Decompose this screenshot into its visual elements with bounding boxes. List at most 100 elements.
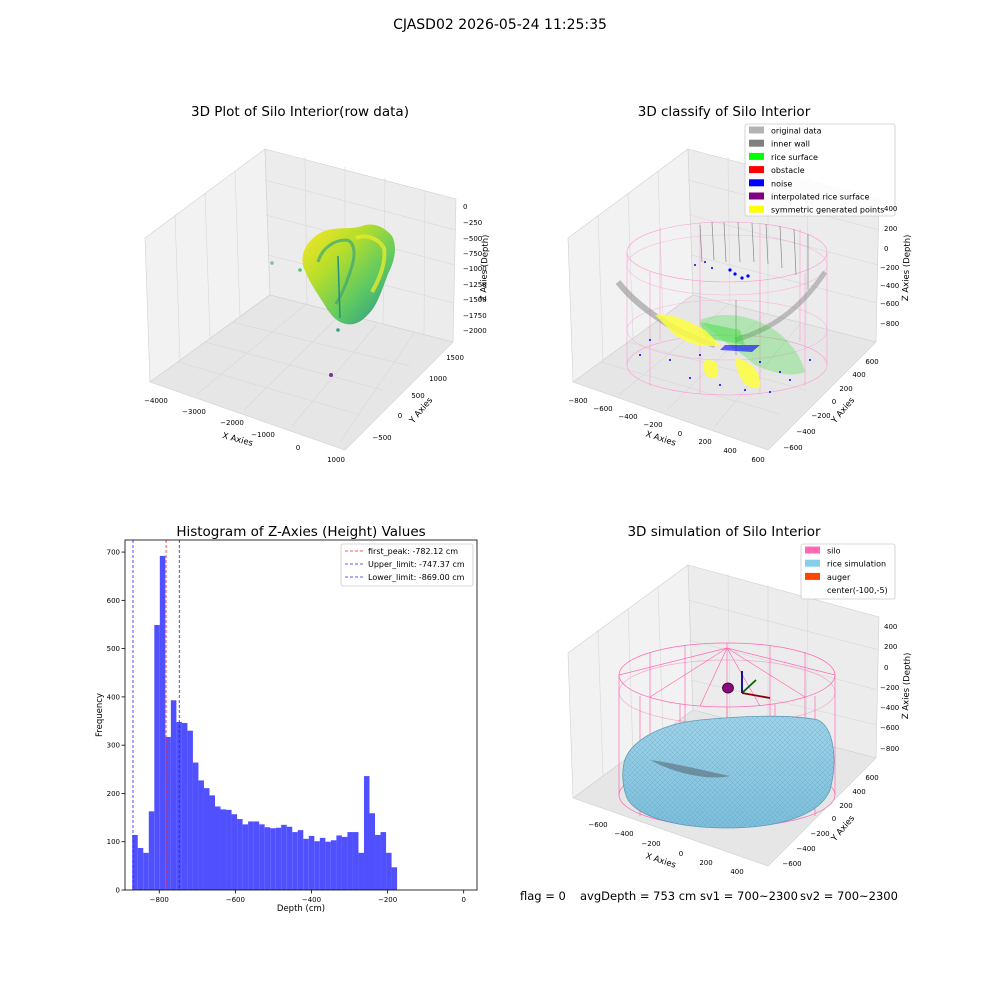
- histogram-bar: [209, 795, 215, 890]
- classify-y-tick: −600: [783, 444, 802, 452]
- histogram-y-label: Frequency: [95, 693, 105, 737]
- raw-z-tick: 0: [463, 203, 467, 211]
- classify-z-tick: −400: [880, 282, 899, 290]
- histogram-bar: [325, 841, 331, 890]
- histogram-bar: [347, 832, 353, 890]
- simulation-y-tick: −200: [810, 830, 829, 838]
- raw-y-tick: 1500: [446, 354, 464, 362]
- legend-swatch: [749, 179, 764, 187]
- raw-point-cloud: [302, 224, 395, 325]
- histogram-y-tick-label: 0: [116, 887, 120, 895]
- raw-y-tick: 0: [398, 412, 402, 420]
- classify-x-tick: −600: [593, 405, 612, 413]
- legend-label: obstacle: [771, 166, 805, 175]
- histogram-bar: [380, 832, 387, 890]
- raw-y-tick: 500: [411, 392, 424, 400]
- raw-x-tick: 1000: [327, 456, 345, 464]
- raw-outlier-point: [298, 268, 302, 272]
- panel-classify-3d: 3D classify of Silo Interior: [567, 104, 913, 464]
- simulation-z-label: Z Axies (Depth): [901, 652, 913, 719]
- panel-raw-3d: 3D Plot of Silo Interior(row data) −4000…: [144, 104, 491, 464]
- simulation-y-tick: 0: [832, 815, 836, 823]
- classify-z-label: Z Axies (Depth): [901, 234, 913, 301]
- raw-x-tick: −3000: [182, 408, 206, 416]
- raw-z-tick: −1000: [463, 265, 487, 273]
- footer-avg-depth: avgDepth = 753 cm: [580, 889, 697, 903]
- raw-outlier-point: [336, 328, 340, 332]
- histogram-bar: [386, 852, 392, 890]
- classify-y-tick: 600: [865, 358, 878, 366]
- classify-x-tick: −800: [568, 397, 587, 405]
- classify-x-tick: 0: [678, 430, 682, 438]
- histogram-bar: [303, 838, 309, 890]
- histogram-bar: [187, 730, 193, 890]
- classify-y-tick: 200: [839, 385, 852, 393]
- histogram-bar: [292, 832, 298, 890]
- histogram-y-tick-label: 700: [107, 549, 120, 557]
- simulation-z-tick: −200: [880, 684, 899, 692]
- classify-x-tick: −400: [618, 413, 637, 421]
- histogram-bar: [148, 811, 155, 890]
- histogram-bar: [363, 776, 370, 890]
- simulation-rice-mesh: [622, 716, 834, 828]
- legend-swatch: [749, 166, 764, 174]
- simulation-y-tick: −400: [796, 845, 815, 853]
- histogram-bar: [137, 848, 144, 890]
- histogram-y-tick-label: 100: [107, 838, 120, 846]
- histogram-legend-label: Lower_limit: -869.00 cm: [368, 573, 465, 582]
- raw-x-label: X Axies: [221, 431, 254, 449]
- simulation-auger: [722, 682, 734, 694]
- footer-flag: flag = 0: [520, 889, 566, 903]
- histogram-y-ticks: 0 100 200 300 400 500 600 700: [107, 549, 125, 895]
- classify-x-tick: 600: [751, 456, 764, 464]
- simulation-x-tick: −400: [614, 830, 633, 838]
- histogram-bars: [132, 555, 398, 890]
- histogram-bar: [369, 813, 376, 890]
- histogram-bar: [181, 722, 188, 890]
- legend-swatch: [749, 139, 764, 147]
- histogram-bar: [297, 830, 304, 890]
- classify-x-label: X Axies: [644, 429, 677, 448]
- histogram-bar: [308, 835, 315, 890]
- simulation-x-tick: −200: [641, 840, 660, 848]
- classify-gridlines: [572, 156, 880, 427]
- histogram-y-tick-label: 400: [107, 693, 120, 701]
- histogram-bar: [231, 814, 238, 890]
- legend-label: rice surface: [771, 153, 818, 162]
- histogram-legend-label: Upper_limit: -747.37 cm: [368, 560, 465, 569]
- histogram-bar: [391, 867, 398, 890]
- legend-label: symmetric generated points: [771, 206, 884, 215]
- raw-x-tick: 0: [296, 444, 300, 452]
- raw-z-tick: −500: [463, 235, 482, 243]
- legend-swatch: [805, 559, 820, 567]
- simulation-center-axis-x: [741, 692, 771, 699]
- classify-symmetric-points: [655, 314, 761, 389]
- classify-rice-surface: [700, 314, 805, 375]
- legend-label: center(-100,-5): [827, 586, 888, 595]
- classify-z-tick: 0: [884, 245, 888, 253]
- raw-x-tick: −2000: [220, 419, 244, 427]
- raw-outlier-point: [329, 373, 333, 377]
- histogram-bar: [170, 700, 177, 890]
- simulation-z-tick: −800: [880, 745, 899, 753]
- histogram-bar: [330, 840, 337, 890]
- legend-label: rice simulation: [827, 560, 886, 569]
- footer-sv1: sv1 = 700~2300: [700, 889, 798, 903]
- histogram-bar: [154, 624, 160, 890]
- histogram-x-ticks: −800 −600 −400 −200 0: [150, 890, 466, 904]
- histogram-legend-label: first_peak: -782.12 cm: [368, 547, 458, 556]
- histogram-bar: [198, 780, 204, 890]
- classify-z-tick: −200: [880, 264, 899, 272]
- raw-y-tick: 1000: [429, 375, 447, 383]
- raw-z-label: Z Axies (Depth): [479, 234, 491, 301]
- histogram-bar: [226, 809, 232, 890]
- legend-swatch: [749, 205, 764, 213]
- histogram-legend: [340, 543, 474, 587]
- raw-z-tick: −1500: [463, 296, 487, 304]
- simulation-x-tick: −600: [588, 821, 607, 829]
- simulation-z-tick: 0: [884, 664, 888, 672]
- histogram-bar: [248, 821, 254, 890]
- histogram-y-tick-label: 500: [107, 645, 120, 653]
- histogram-axes-frame: [124, 539, 478, 891]
